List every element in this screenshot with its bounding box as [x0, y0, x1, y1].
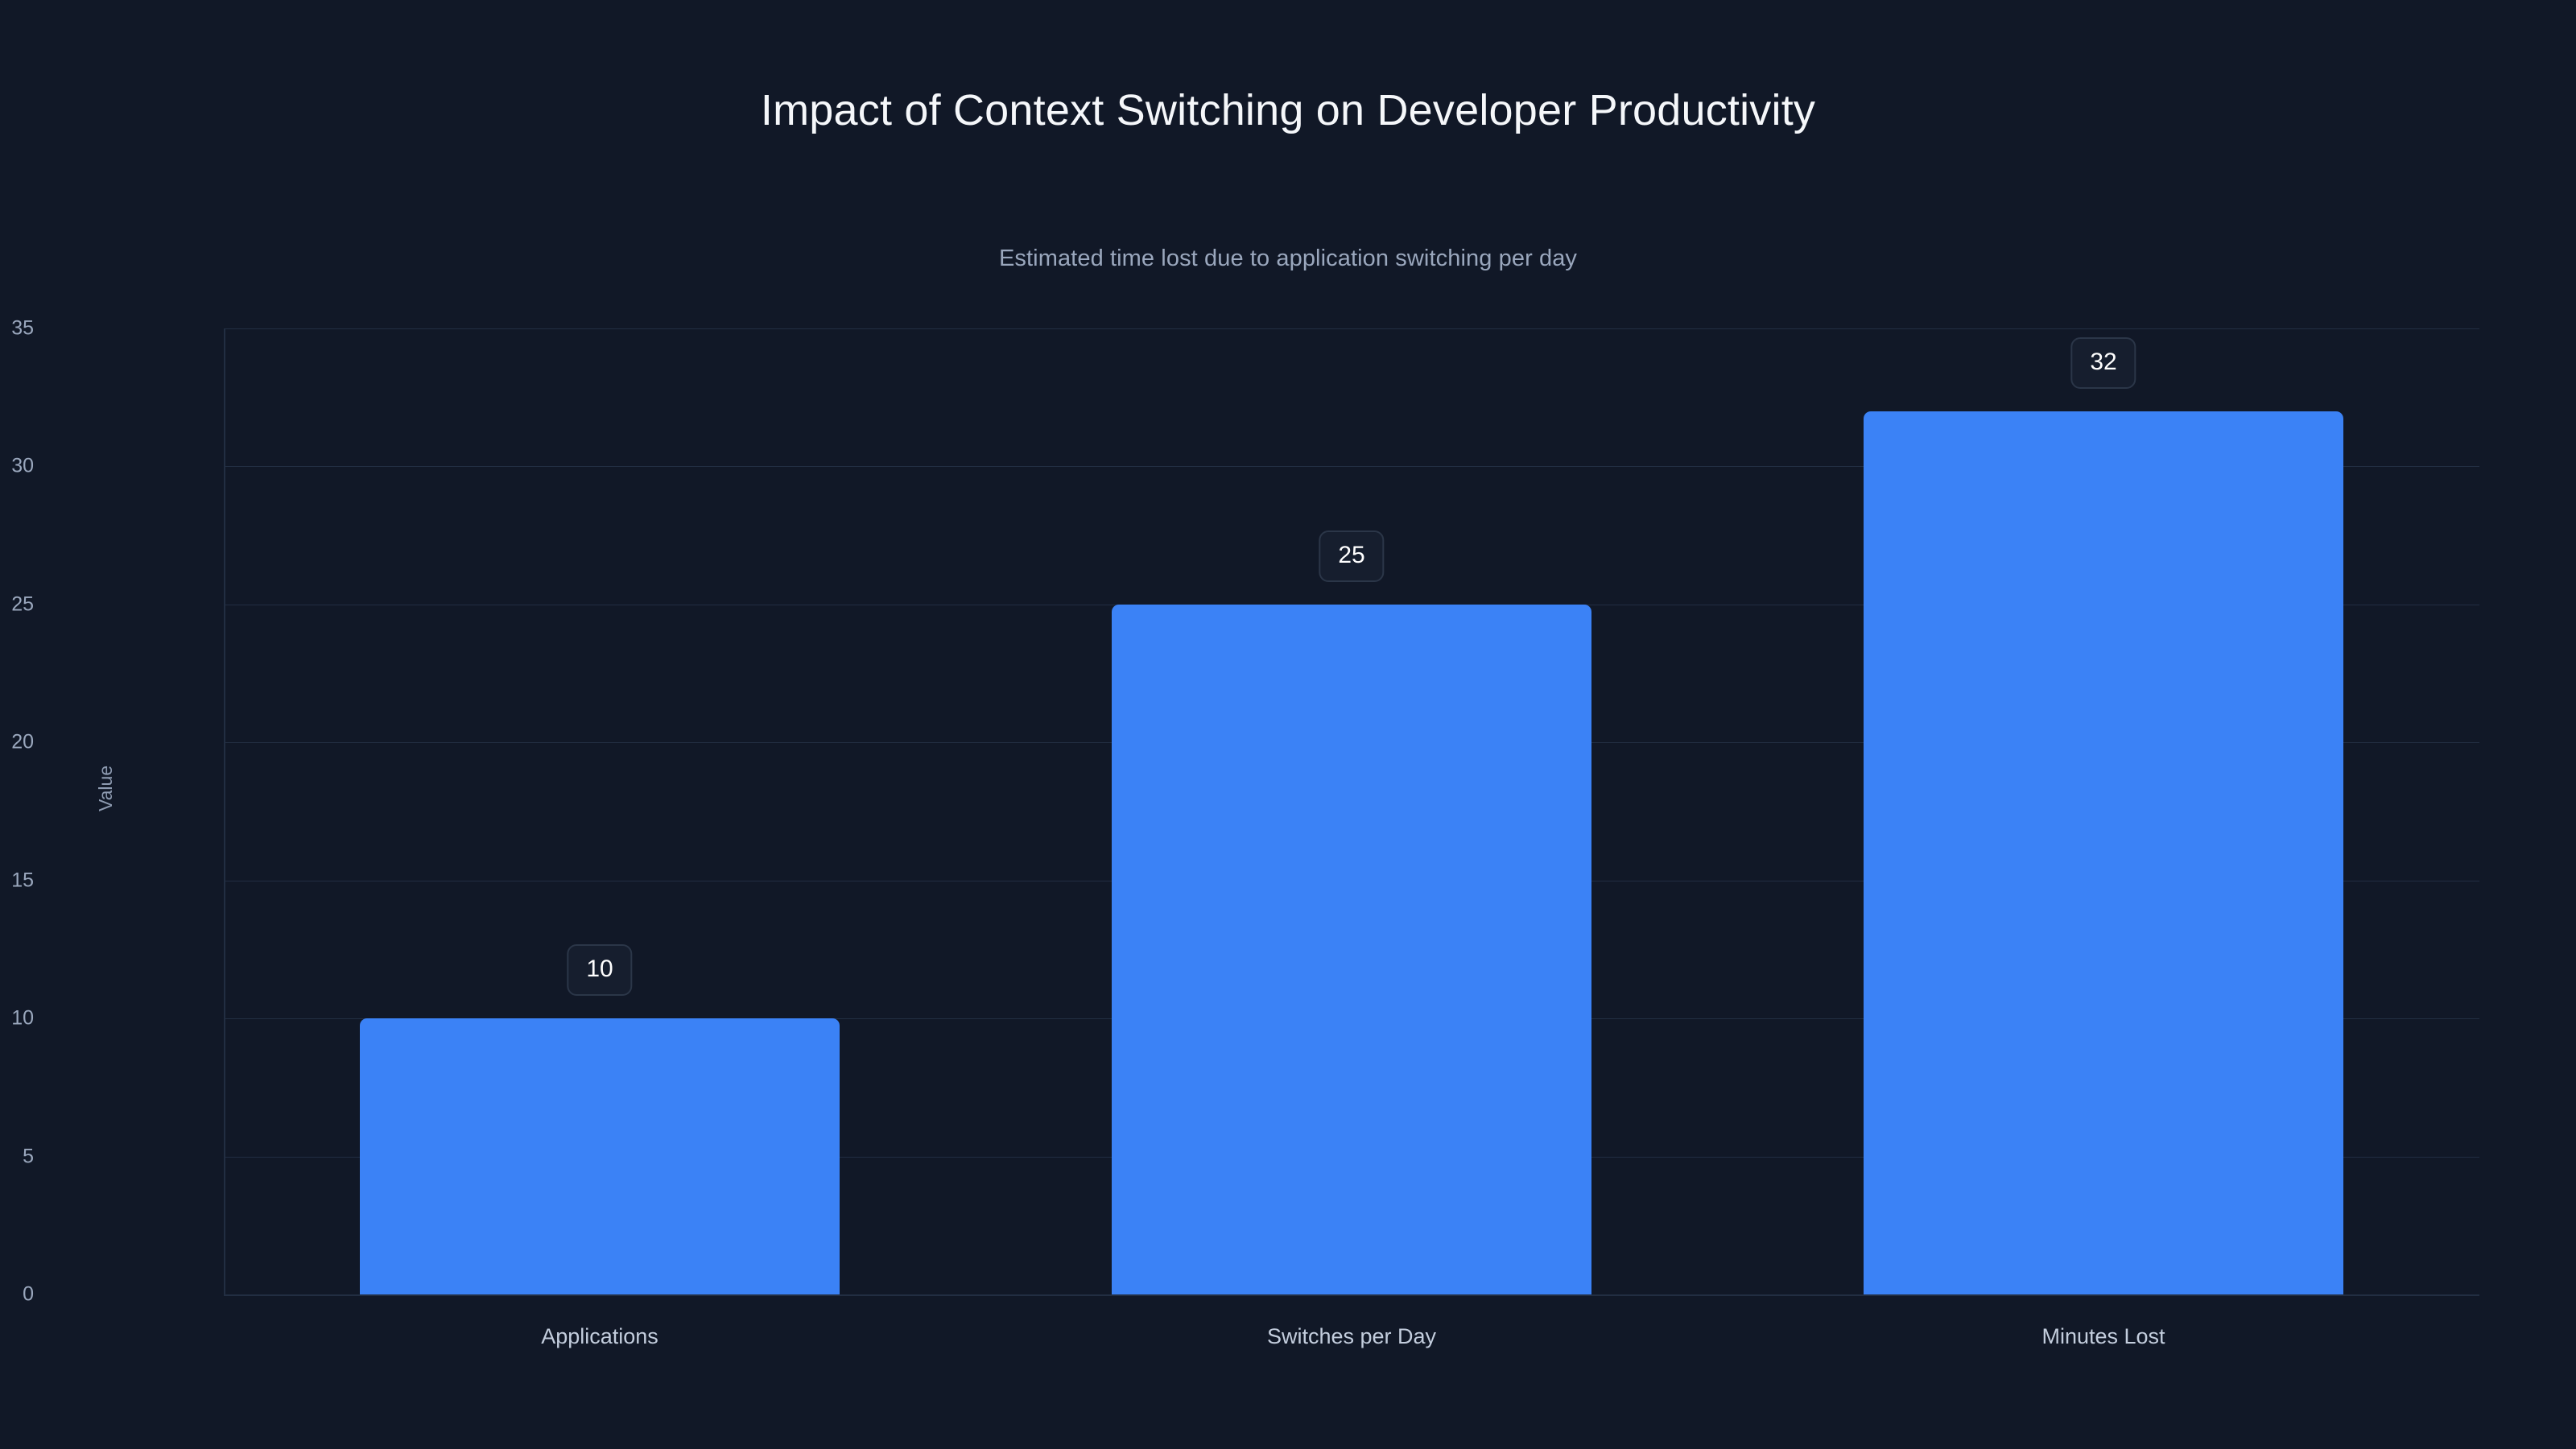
y-tick-label: 25	[11, 592, 34, 616]
y-tick-label: 20	[11, 730, 34, 753]
x-tick-label: Switches per Day	[1266, 1324, 1437, 1348]
y-axis-title: Value	[95, 765, 116, 811]
page-title: Impact of Context Switching on Developer…	[760, 86, 1816, 134]
y-tick-label: 15	[11, 869, 34, 892]
bar-value-label: 25	[1319, 530, 1385, 582]
y-tick-label: 35	[11, 316, 34, 340]
y-tick-label: 0	[23, 1282, 34, 1306]
x-tick-label: Applications	[541, 1324, 658, 1348]
y-tick-label: 30	[11, 454, 34, 477]
y-axis-line	[224, 328, 225, 1295]
bar-value-label: 10	[567, 944, 633, 997]
bar-value-label: 32	[2070, 336, 2136, 389]
gridline	[224, 328, 2479, 329]
chart-subtitle: Estimated time lost due to application s…	[998, 246, 1578, 271]
y-tick-label: 5	[23, 1145, 34, 1168]
x-axis-line	[224, 1294, 2479, 1296]
bar[interactable]	[1864, 411, 2343, 1294]
gridline	[224, 466, 2479, 468]
y-tick-label: 10	[11, 1006, 34, 1030]
bar[interactable]	[360, 1018, 840, 1294]
bar[interactable]	[1112, 604, 1591, 1294]
x-tick-label: Minutes Lost	[2041, 1324, 2165, 1348]
